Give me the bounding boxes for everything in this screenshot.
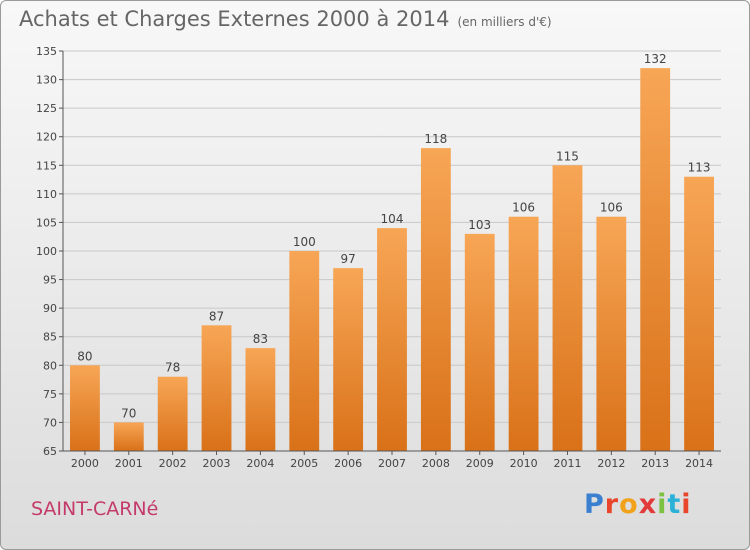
y-tick-label: 105 <box>36 216 57 229</box>
logo-letter: P <box>584 489 605 520</box>
bar <box>377 228 407 451</box>
bars <box>70 68 714 452</box>
bar <box>596 216 627 451</box>
bar <box>508 216 539 451</box>
y-tick-label: 95 <box>43 274 57 287</box>
bar-value-label: 80 <box>77 349 92 363</box>
x-tick-label: 2004 <box>246 457 274 470</box>
bar-value-label: 106 <box>512 201 535 215</box>
x-tick-label: 2009 <box>466 457 494 470</box>
x-tick-label: 2010 <box>510 457 538 470</box>
x-tick-label: 2003 <box>203 457 231 470</box>
x-tick-label: 2002 <box>159 457 187 470</box>
logo-letter: x <box>638 489 658 520</box>
logo-letter: t <box>667 489 682 520</box>
y-tick-label: 110 <box>36 188 57 201</box>
bar-value-label: 106 <box>600 201 623 215</box>
bar <box>420 148 451 451</box>
bar <box>70 365 100 451</box>
logo-letter: r <box>604 489 620 520</box>
y-tick-label: 85 <box>43 331 57 344</box>
proxiti-logo[interactable]: Proxiti <box>584 489 692 520</box>
bar <box>157 376 188 451</box>
x-tick-label: 2007 <box>378 457 406 470</box>
value-labels: 80 70 78 87 83 100 97 104 118 103 106 115 106 132 113 <box>77 52 710 420</box>
bar <box>289 251 320 451</box>
x-tick-label: 2005 <box>290 457 318 470</box>
bar-value-label: 87 <box>209 309 224 323</box>
bar-value-label: 113 <box>688 161 711 175</box>
bar <box>333 268 364 451</box>
y-tick-label: 70 <box>43 416 57 429</box>
x-tick-label: 2012 <box>597 457 625 470</box>
bar <box>113 422 144 451</box>
bar <box>464 233 495 451</box>
bar <box>245 348 276 451</box>
y-tick-label: 75 <box>43 388 57 401</box>
x-tick-label: 2000 <box>71 457 99 470</box>
bar-value-label: 118 <box>424 132 447 146</box>
bar-value-label: 103 <box>468 218 491 232</box>
bar <box>640 68 671 452</box>
x-tick-label: 2011 <box>553 457 581 470</box>
bar <box>684 176 714 451</box>
y-tick-label: 80 <box>43 359 57 372</box>
bar-value-label: 100 <box>293 235 316 249</box>
bar <box>552 165 583 452</box>
x-tick-label: 2008 <box>422 457 450 470</box>
bar-value-label: 104 <box>381 212 404 226</box>
bar-value-label: 115 <box>556 149 579 163</box>
logo-letter: i <box>681 489 692 520</box>
bar-value-label: 70 <box>121 406 136 420</box>
x-tick-label: 2001 <box>115 457 143 470</box>
x-tick-label: 2014 <box>685 457 713 470</box>
logo-letter: i <box>657 489 668 520</box>
x-tick-label: 2006 <box>334 457 362 470</box>
y-tick-label: 115 <box>36 159 57 172</box>
y-tick-label: 120 <box>36 131 57 144</box>
x-tick-label: 2013 <box>641 457 669 470</box>
bar-value-label: 83 <box>253 332 268 346</box>
y-tick-label: 135 <box>36 45 57 58</box>
chart-subtitle: (en milliers d'€) <box>457 15 552 29</box>
x-axis-ticks: 2000 2001 2002 2003 2004 2005 2006 2007 2008 2009… <box>71 451 713 470</box>
y-tick-label: 100 <box>36 245 57 258</box>
y-axis-ticks: 65 70 75 80 85 90 95 100 105 110 115 120 125 130 135 <box>36 45 63 458</box>
chart-title: Achats et Charges Externes 2000 à 2014 (e… <box>19 7 552 31</box>
bar-value-label: 78 <box>165 361 180 375</box>
logo-letter: o <box>619 489 639 520</box>
bar-value-label: 97 <box>340 252 355 266</box>
bar <box>201 325 232 451</box>
y-tick-label: 65 <box>43 445 57 458</box>
chart-title-text: Achats et Charges Externes 2000 à 2014 <box>19 7 450 31</box>
y-tick-label: 90 <box>43 302 57 315</box>
y-tick-label: 125 <box>36 102 57 115</box>
bar-value-label: 132 <box>644 52 667 66</box>
y-tick-label: 130 <box>36 74 57 87</box>
commune-name: SAINT-CARNé <box>31 498 159 520</box>
